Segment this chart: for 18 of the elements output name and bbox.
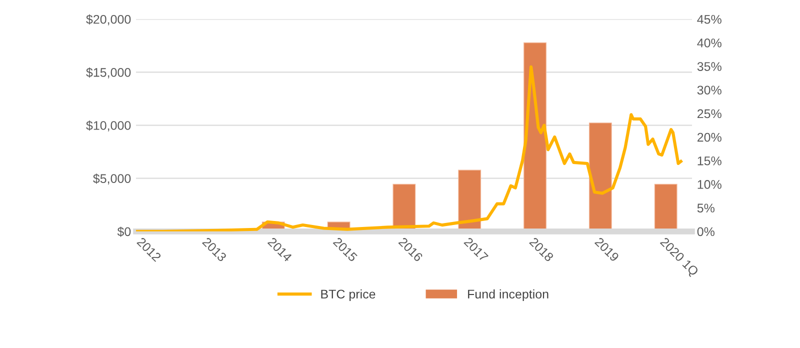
y-tick-label: $10,000 bbox=[86, 120, 131, 132]
y2-tick-label: 25% bbox=[697, 109, 722, 118]
y2-tick-label: 20% bbox=[697, 132, 722, 142]
y-tick-label: $15,000 bbox=[86, 67, 131, 78]
y2-tick-label: 5% bbox=[697, 204, 714, 212]
y2-tick-label: 40% bbox=[697, 38, 722, 48]
y2-tick-label: 0% bbox=[697, 227, 714, 236]
y2-tick-label: 35% bbox=[697, 62, 722, 71]
y-tick-label: $5,000 bbox=[93, 174, 131, 184]
y2-tick-label: 45% bbox=[697, 14, 722, 24]
legend-label: Fund inception bbox=[468, 289, 548, 302]
legend-label: BTC price bbox=[321, 289, 376, 302]
y-tick-label: $20,000 bbox=[86, 14, 131, 26]
y2-tick-label: 30% bbox=[697, 86, 722, 95]
y2-tick-label: 10% bbox=[698, 180, 722, 189]
line-series bbox=[136, 65, 682, 232]
y2-tick-label: 15% bbox=[698, 156, 722, 166]
y-tick-label: $0 bbox=[117, 226, 131, 237]
